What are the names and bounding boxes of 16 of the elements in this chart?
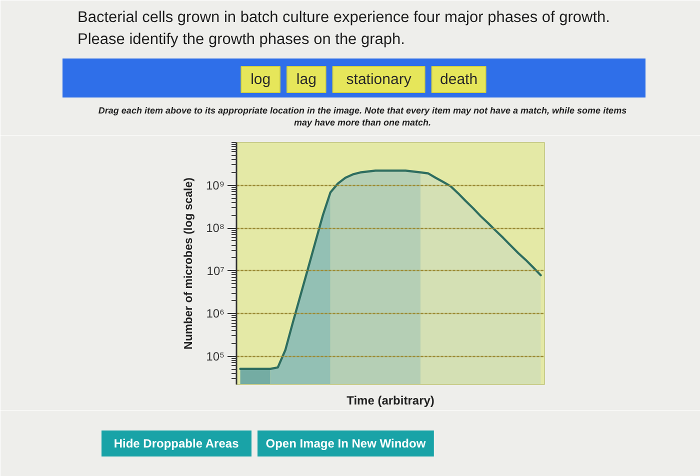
text: Hide Droppable Areas <box>114 436 240 450</box>
y-tick-label: 10⁸ <box>206 221 225 236</box>
text: log <box>250 71 271 88</box>
y-tick-label: 10⁵ <box>206 349 225 364</box>
x-axis-title: Time (arbitrary) <box>346 394 434 408</box>
chart-title: Bacterial cells grown in batch culture experience four major phases of growth. Please identify the growth phases on the graph. <box>78 9 610 48</box>
y-tick-label: 10⁹ <box>206 178 225 192</box>
line-series <box>239 170 542 370</box>
text: Open Image In New Window <box>266 436 426 450</box>
y-tick-label: 10⁷ <box>206 264 225 278</box>
text: stationary <box>346 71 412 88</box>
y-axis-title: Number of microbes (log scale) <box>183 177 196 350</box>
chart-subtitle: Drag each item above to its appropriate location in the image. Note that every item may not have a match, while some items may have more than one match. <box>98 106 627 128</box>
text: lag <box>296 71 316 88</box>
text: death <box>440 71 478 88</box>
y-tick-label: 10⁶ <box>206 306 225 321</box>
